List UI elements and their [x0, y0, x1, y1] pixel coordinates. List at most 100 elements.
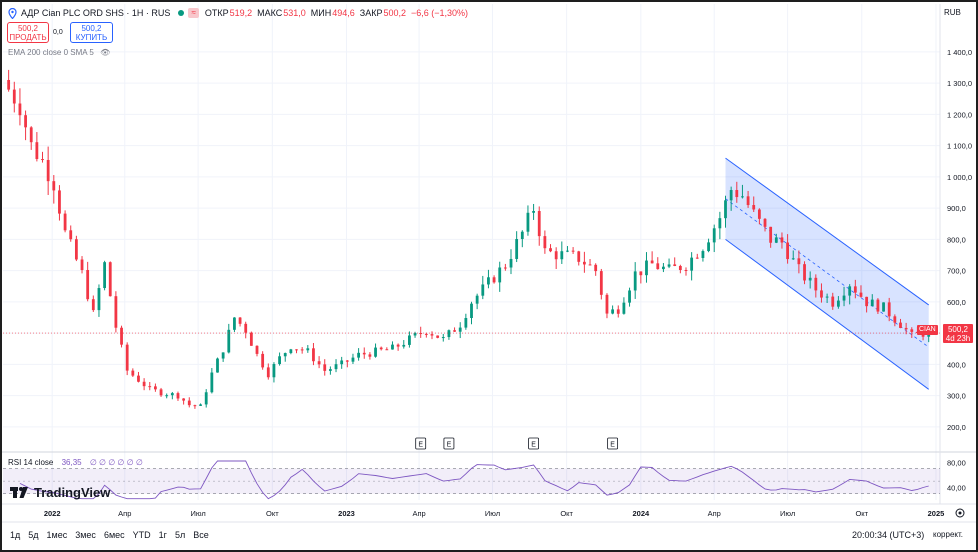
candle: [261, 351, 265, 370]
candle: [419, 326, 423, 338]
candle: [131, 368, 135, 377]
candle-body: [904, 327, 908, 330]
candle: [582, 251, 586, 273]
candle-body: [266, 367, 270, 378]
currency-label[interactable]: RUB: [944, 8, 961, 17]
earnings-marker: E: [443, 437, 455, 450]
buy-button[interactable]: 500,2 КУПИТЬ: [70, 22, 113, 43]
symbol-title[interactable]: АДР Cian PLC ORD SHS · 1H · RUS: [21, 8, 171, 18]
candle: [662, 263, 665, 273]
candle-body: [447, 330, 451, 338]
sell-button[interactable]: 500,2 ПРОДАТЬ: [7, 22, 49, 43]
candle-body: [690, 257, 694, 271]
candle: [391, 341, 394, 350]
candle: [289, 348, 293, 355]
candle-body: [453, 330, 456, 332]
earnings-marker: E: [528, 437, 539, 450]
candle: [910, 327, 914, 338]
candle: [605, 293, 609, 319]
candle-body: [712, 228, 716, 243]
candle-body: [537, 211, 541, 237]
candle-body: [345, 360, 349, 362]
candle: [684, 267, 688, 276]
candle: [374, 343, 377, 358]
period-6m[interactable]: 6мес: [103, 530, 125, 540]
earnings-marker-box: [443, 437, 455, 450]
timezone-clock[interactable]: 20:00:34 (UTC+3): [852, 530, 925, 540]
period-5y[interactable]: 5л: [174, 530, 186, 540]
candle: [7, 69, 11, 92]
grid-lines: [3, 4, 940, 500]
candle: [216, 357, 219, 373]
candle: [887, 297, 891, 322]
candle-body: [605, 294, 609, 314]
candle: [712, 224, 716, 253]
candle: [707, 238, 710, 253]
candle: [159, 387, 163, 397]
candle-body: [729, 190, 733, 201]
period-1d[interactable]: 1д: [10, 530, 21, 540]
period-all[interactable]: Все: [193, 530, 209, 540]
candle-body: [199, 404, 202, 406]
candle-body: [887, 302, 891, 317]
y-tick-label: 1 300,0: [947, 79, 972, 88]
eye-icon[interactable]: 👁: [100, 48, 111, 57]
candle-body: [182, 398, 186, 401]
candle: [724, 195, 727, 228]
period-1m[interactable]: 1мес: [46, 530, 68, 540]
bar-countdown: 4d 23h: [945, 334, 971, 343]
candle: [616, 305, 620, 318]
rsi-line: [19, 460, 929, 500]
candle-body: [396, 344, 400, 347]
candle: [63, 210, 67, 233]
candle-body: [204, 392, 208, 405]
period-ytd[interactable]: YTD: [132, 530, 151, 540]
candle: [774, 233, 778, 244]
earnings-marker-box: [415, 437, 427, 450]
candle-body: [684, 269, 688, 271]
candle-body: [701, 251, 705, 258]
candle: [718, 211, 722, 240]
candle-body: [131, 370, 135, 376]
period-1y[interactable]: 1г: [158, 530, 167, 540]
candle: [108, 261, 112, 297]
period-3m[interactable]: 3мес: [75, 530, 96, 540]
candle-body: [289, 349, 293, 354]
candle-body: [820, 290, 823, 298]
go-to-date-icon[interactable]: [955, 508, 965, 518]
candle: [588, 259, 592, 266]
candle: [340, 356, 344, 369]
candle: [865, 296, 869, 313]
chart-header: АДР Cian PLC ORD SHS · 1H · RUS ≈ ОТКР 5…: [8, 6, 473, 20]
x-tick-label: Июл: [485, 509, 500, 518]
candle-body: [791, 258, 795, 260]
candle: [199, 403, 202, 406]
candle: [904, 322, 908, 335]
channel-upper-line: [725, 157, 930, 306]
y-tick-label: 600,0: [947, 298, 966, 307]
candle: [29, 126, 33, 150]
rsi-tick-label: 80,00: [947, 458, 966, 467]
candle: [757, 208, 761, 225]
candle-body: [148, 386, 152, 388]
candle-body: [532, 211, 535, 213]
adjust-button[interactable]: коррект.: [933, 530, 963, 539]
candle: [385, 347, 389, 351]
candle-body: [910, 329, 914, 332]
candle-body: [351, 357, 355, 362]
candle-body: [571, 250, 575, 252]
indicators-legend[interactable]: EMA 200 close 0 SMA 5 👁: [8, 48, 110, 57]
rsi-legend[interactable]: RSI 14 close 36,35 ∅ ∅ ∅ ∅ ∅ ∅: [8, 458, 143, 467]
candle: [673, 257, 677, 267]
candle: [176, 391, 180, 401]
sell-label: ПРОДАТЬ: [9, 33, 47, 42]
candle: [814, 274, 818, 298]
candle: [520, 230, 524, 248]
candle-body: [882, 302, 885, 312]
tradingview-logo[interactable]: TradingView: [10, 485, 110, 500]
candle-body: [848, 286, 852, 296]
period-5d[interactable]: 5д: [28, 530, 39, 540]
candle-body: [97, 288, 101, 311]
candle: [221, 352, 225, 362]
